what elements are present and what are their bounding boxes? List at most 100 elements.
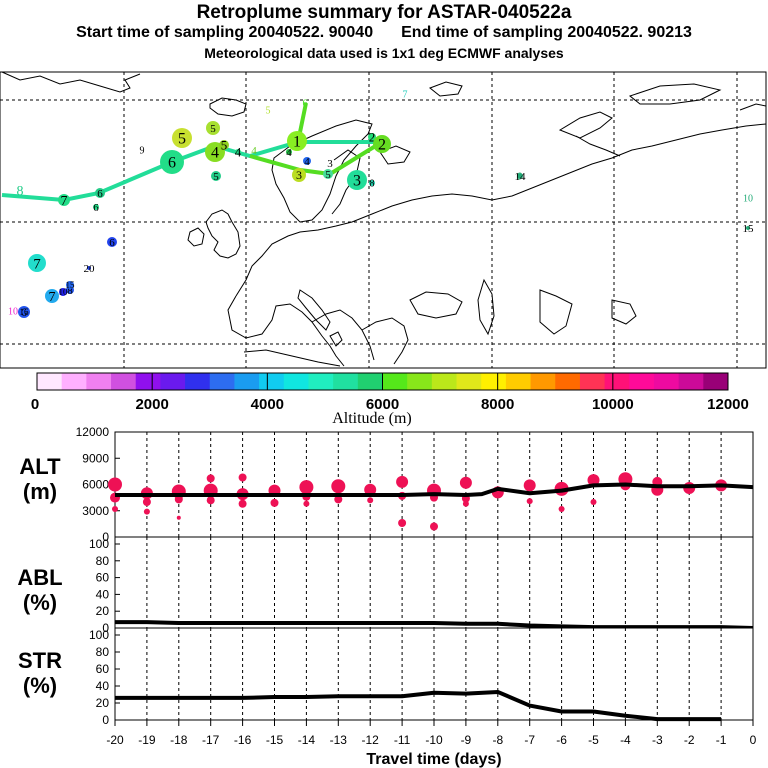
colorbar-swatch	[456, 373, 482, 390]
colorbar-tick: 6000	[366, 396, 399, 413]
cluster-29: 8	[369, 179, 375, 190]
y-tick-label: 80	[96, 554, 110, 568]
x-tick-label: -14	[298, 733, 316, 747]
altitude-point	[364, 483, 377, 496]
alt-unit: (m)	[23, 479, 57, 504]
coastlines	[1, 71, 767, 367]
colorbar-swatch	[209, 373, 235, 390]
cluster-17: 5	[323, 169, 333, 181]
x-tick-label: -1	[716, 733, 727, 747]
cluster-marker	[373, 135, 391, 153]
cluster-marker	[323, 169, 333, 179]
x-tick-label: -9	[461, 733, 472, 747]
cluster-label: 7	[61, 194, 68, 209]
map-frame	[0, 71, 767, 369]
x-axis-ticks: -20 -19 -18 -17 -16 -15 -14 -13 -12 -11 -10 -9 -8 -7-…	[106, 720, 757, 747]
cluster-27: 8	[17, 184, 24, 199]
colorbar-swatch	[333, 373, 359, 390]
altitude-point	[334, 495, 343, 504]
cluster-4: 3	[347, 170, 367, 190]
cluster-label: 3	[296, 168, 302, 182]
met-data-note: Meteorological data used is 1x1 deg ECMW…	[204, 45, 564, 61]
cluster-22: 6	[93, 202, 99, 214]
cluster-26: 7	[403, 90, 408, 101]
y-tick-label: 80	[96, 645, 110, 659]
sampling-times: Start time of sampling 20040522. 90040 En…	[0, 24, 768, 42]
str-panel: STR (%) 0 20 40 60 80 100	[18, 627, 754, 727]
cluster-14: 5	[266, 106, 271, 117]
cluster-marker	[172, 128, 192, 148]
abl-plot-area: 0 20 40 60 80 100	[89, 537, 754, 635]
altitude-point	[176, 515, 181, 520]
x-tick-label: -6	[556, 733, 567, 747]
altitude-point	[174, 495, 183, 504]
series-line	[115, 620, 754, 630]
altitude-point	[206, 474, 215, 483]
colorbar-swatch	[604, 373, 630, 390]
cluster-label: 4	[211, 145, 219, 162]
colorbar-swatch	[308, 373, 334, 390]
cluster-label: 3	[353, 173, 361, 190]
cluster-label: 6	[168, 155, 176, 172]
cluster-marker	[107, 237, 117, 247]
cluster-label: 2	[369, 130, 376, 145]
trajectory-clusters: 1223334444455555566666777788899101515102…	[8, 90, 754, 320]
cluster-36: 20	[84, 263, 96, 275]
cluster-marker	[160, 150, 184, 174]
altitude-point	[331, 479, 346, 494]
x-tick-label: -18	[170, 733, 188, 747]
cluster-label: 3	[327, 158, 333, 170]
str-frame	[114, 627, 754, 721]
track-south	[249, 140, 384, 177]
x-tick-label: -11	[394, 733, 411, 747]
cluster-23: 7	[58, 194, 70, 209]
cluster-label: 5	[325, 169, 331, 181]
cluster-marker	[206, 121, 220, 135]
colorbar-swatch	[234, 373, 260, 390]
cluster-label: 10	[743, 194, 753, 205]
x-axis-label: Travel time (days)	[366, 751, 501, 768]
colorbar-swatch	[185, 373, 211, 390]
colorbar-tick: 4000	[251, 396, 284, 413]
colorbar-ticks: 0 2000 4000 6000 8000 10000 12000	[31, 396, 749, 413]
altitude-point	[206, 496, 215, 505]
colorbar-swatch	[283, 373, 309, 390]
x-tick-label: 0	[750, 733, 757, 747]
cluster-37: 14	[515, 171, 527, 183]
cluster-marker	[517, 173, 523, 179]
colorbar-tick: 0	[31, 396, 39, 413]
colorbar-swatch	[135, 373, 161, 390]
colorbar-swatch	[431, 373, 458, 390]
y-tick-label: 40	[96, 587, 110, 601]
cluster-label: 8	[370, 179, 375, 190]
x-tick-label: -2	[684, 733, 695, 747]
cluster-label: 10	[59, 287, 69, 297]
altitude-point	[430, 522, 438, 531]
colorbar-swatch	[629, 373, 655, 390]
altitude-colorbar: 0 2000 4000 6000 8000 10000 12000 Altitude (m)	[31, 372, 749, 427]
trajectory-map: 1223334444455555566666777788899101515102…	[0, 71, 767, 369]
colorbar-swatch	[703, 373, 729, 390]
cluster-marker	[746, 226, 750, 230]
cluster-12: 5	[172, 128, 192, 148]
cluster-label: 2	[378, 137, 386, 154]
cluster-marker	[22, 310, 26, 314]
altitude-point	[270, 498, 279, 507]
cluster-label: 9	[140, 146, 145, 157]
cluster-label: 15	[66, 280, 76, 290]
cluster-label: 14	[515, 171, 527, 183]
colorbar-swatch	[259, 373, 285, 390]
cluster-24: 7	[28, 254, 46, 272]
y-tick-label: 3000	[82, 504, 109, 518]
colorbar-swatch	[678, 373, 704, 390]
x-tick-label: -17	[202, 733, 220, 747]
x-tick-label: -7	[524, 733, 535, 747]
y-tick-label: 0	[102, 713, 109, 727]
cluster-marker	[303, 157, 311, 165]
altitude-point	[238, 473, 247, 482]
start-time: Start time of sampling 20040522. 90040	[76, 24, 374, 41]
x-tick-label: -15	[266, 733, 284, 747]
cluster-label: 7	[33, 256, 41, 272]
end-time: End time of sampling 20040522. 90213	[401, 24, 692, 41]
